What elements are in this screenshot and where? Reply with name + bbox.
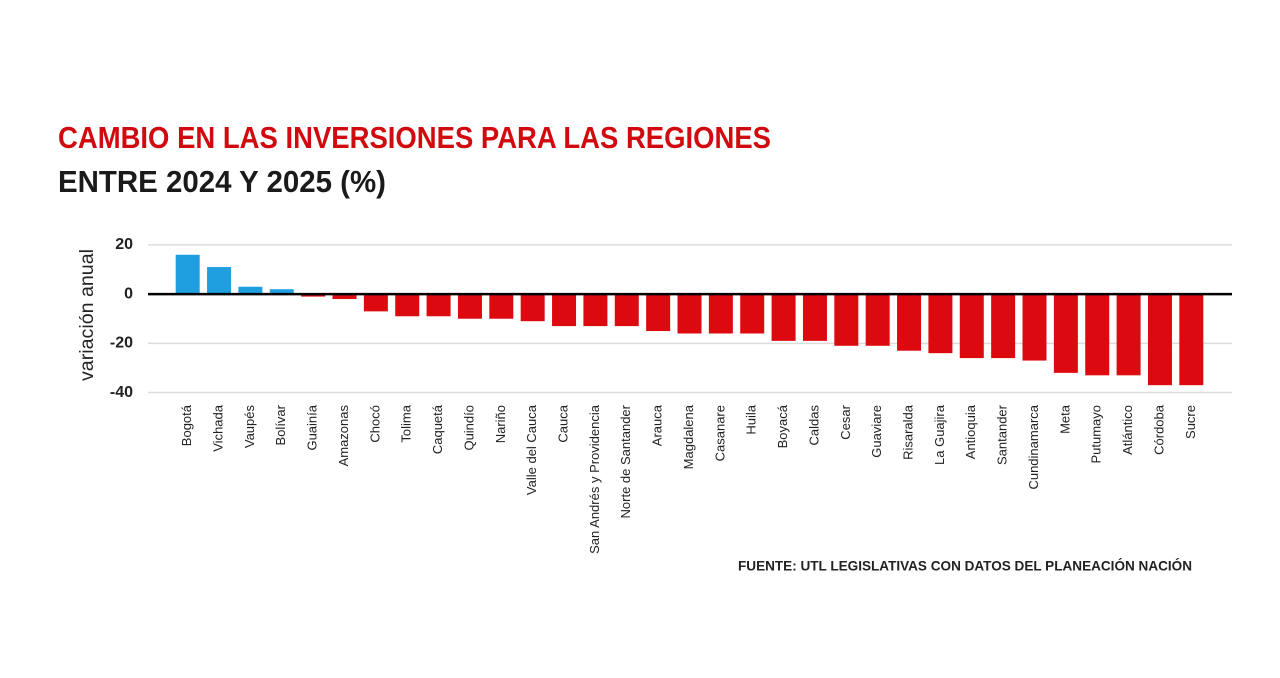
bar bbox=[865, 294, 890, 346]
bar bbox=[614, 294, 639, 327]
bar bbox=[1053, 294, 1078, 373]
x-tick-label: Casanare bbox=[712, 405, 727, 461]
x-tick-label: Boyacá bbox=[775, 404, 790, 448]
bar bbox=[1085, 294, 1110, 376]
x-tick-label: Risaralda bbox=[900, 404, 915, 460]
x-tick-label: Córdoba bbox=[1151, 404, 1166, 455]
bar bbox=[991, 294, 1016, 359]
bar bbox=[1147, 294, 1172, 386]
x-tick-label: Amazonas bbox=[336, 405, 351, 467]
bar bbox=[207, 267, 232, 295]
x-tick-label: Cesar bbox=[838, 404, 853, 439]
bar bbox=[677, 294, 702, 334]
x-tick-label: La Guajira bbox=[932, 404, 947, 465]
bar bbox=[332, 294, 357, 300]
x-tick-label: Santander bbox=[995, 404, 1010, 465]
x-tick-label: Meta bbox=[1057, 404, 1072, 434]
x-tick-label: Cauca bbox=[555, 404, 570, 442]
bar bbox=[771, 294, 796, 341]
chart-title: CAMBIO EN LAS INVERSIONES PARA LAS REGIO… bbox=[58, 120, 771, 155]
x-tick-label: Caquetá bbox=[430, 404, 445, 454]
bar bbox=[363, 294, 388, 312]
x-tick-label: Bogotá bbox=[179, 404, 194, 446]
y-tick-label: -40 bbox=[110, 384, 133, 401]
bar bbox=[520, 294, 545, 322]
bar bbox=[395, 294, 420, 317]
source-note: FUENTE: UTL LEGISLATIVAS CON DATOS DEL P… bbox=[738, 557, 1192, 574]
x-tick-label: Guainía bbox=[305, 404, 320, 450]
x-tick-label: San Andrés y Providencia bbox=[587, 404, 602, 554]
bar bbox=[1116, 294, 1141, 376]
x-tick-label: Valle del Cauca bbox=[524, 404, 539, 495]
x-tick-label: Guaviare bbox=[869, 405, 884, 458]
bar bbox=[583, 294, 608, 327]
x-tick-label: Vichada bbox=[210, 404, 225, 452]
bar bbox=[552, 294, 577, 327]
bar bbox=[1179, 294, 1204, 386]
x-tick-label: Atlántico bbox=[1120, 405, 1135, 455]
y-axis-label: variación anual bbox=[77, 249, 98, 381]
bar bbox=[175, 254, 200, 295]
bar bbox=[897, 294, 922, 351]
y-tick-label: -20 bbox=[110, 335, 133, 352]
bar bbox=[928, 294, 953, 354]
bar bbox=[1022, 294, 1047, 361]
bar bbox=[646, 294, 671, 332]
x-tick-label: Bolívar bbox=[273, 404, 288, 445]
x-tick-label: Quindío bbox=[461, 405, 476, 451]
bar bbox=[708, 294, 733, 334]
x-tick-label: Magdalena bbox=[681, 404, 696, 469]
bar bbox=[269, 289, 294, 295]
x-tick-label: Nariño bbox=[493, 405, 508, 443]
x-tick-label: Arauca bbox=[650, 404, 665, 446]
x-tick-label: Cundinamarca bbox=[1026, 404, 1041, 489]
x-tick-label: Sucre bbox=[1183, 405, 1198, 439]
bar bbox=[457, 294, 482, 319]
bar bbox=[834, 294, 859, 346]
y-tick-label: 0 bbox=[124, 285, 133, 302]
chart-subtitle: ENTRE 2024 Y 2025 (%) bbox=[58, 164, 386, 199]
x-tick-label: Putumayo bbox=[1089, 405, 1104, 464]
x-tick-label: Caldas bbox=[806, 405, 821, 446]
bar bbox=[802, 294, 827, 341]
bar bbox=[740, 294, 765, 334]
y-tick-label: 20 bbox=[115, 236, 133, 253]
x-tick-label: Tolima bbox=[399, 404, 414, 442]
bar bbox=[489, 294, 514, 319]
x-tick-label: Norte de Santander bbox=[618, 404, 633, 518]
bar bbox=[426, 294, 451, 317]
x-tick-label: Huila bbox=[744, 404, 759, 434]
x-tick-label: Vaupés bbox=[242, 405, 257, 449]
bar bbox=[959, 294, 984, 359]
bar bbox=[238, 286, 263, 295]
x-tick-label: Chocó bbox=[367, 405, 382, 443]
x-tick-label: Antioquia bbox=[963, 404, 978, 459]
